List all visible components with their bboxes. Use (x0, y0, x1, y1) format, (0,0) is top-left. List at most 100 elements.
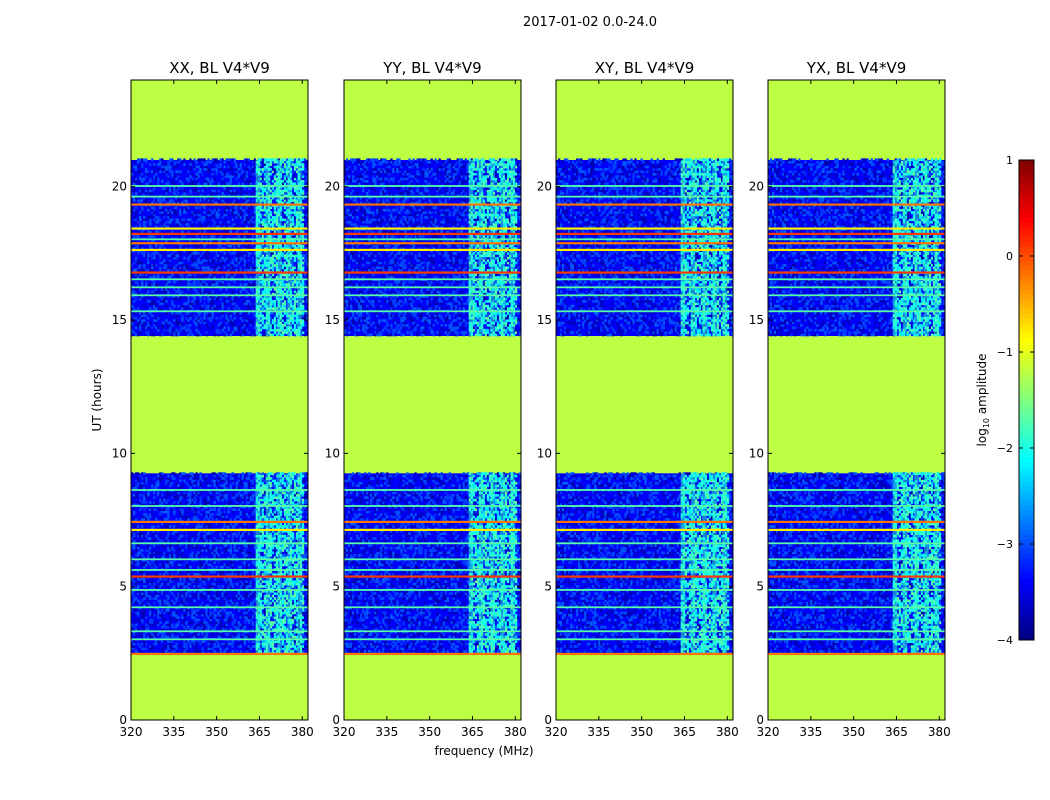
noise-cell (269, 549, 273, 552)
noise-cell (233, 553, 236, 557)
noise-cell (159, 580, 162, 583)
noise-cell (291, 525, 295, 528)
noise-cell (281, 307, 285, 310)
noise-cell (229, 477, 232, 480)
noise-cell (281, 324, 285, 327)
noise-cell (295, 295, 299, 298)
noise-cell (231, 532, 234, 535)
noise-cell (189, 491, 192, 495)
noise-cell (131, 333, 134, 337)
noise-cell (159, 599, 162, 603)
noise-cell (153, 273, 156, 277)
noise-cell (139, 621, 142, 624)
noise-cell (157, 621, 160, 624)
noise-cell (167, 529, 170, 533)
noise-cell (133, 609, 136, 612)
noise-cell (169, 604, 172, 607)
noise-cell (223, 539, 226, 543)
noise-cell (149, 635, 152, 639)
noise-cell (207, 529, 210, 533)
noise-cell (135, 556, 138, 559)
noise-cell (187, 539, 190, 543)
noise-cell (203, 577, 206, 581)
noise-cell (304, 599, 307, 603)
noise-cell (263, 621, 267, 624)
noise-cell (169, 601, 172, 605)
noise-cell (273, 549, 277, 552)
noise-cell (285, 618, 289, 622)
noise-cell (293, 297, 297, 301)
noise-cell (145, 647, 148, 651)
noise-cell (147, 496, 150, 499)
noise-cell (145, 517, 148, 521)
noise-cell (163, 565, 166, 569)
noise-cell (213, 508, 216, 511)
noise-cell (235, 623, 238, 627)
noise-cell (302, 537, 305, 540)
noise-cell (295, 331, 299, 334)
noise-cell (173, 549, 176, 552)
noise-cell (131, 321, 134, 325)
noise-cell (161, 300, 164, 303)
noise-cell (259, 645, 263, 648)
noise-cell (237, 589, 240, 593)
noise-cell (209, 297, 212, 301)
noise-cell (141, 549, 144, 552)
noise-cell (179, 594, 182, 598)
noise-cell (221, 642, 224, 646)
noise-cell (245, 649, 248, 653)
noise-cell (199, 582, 202, 586)
noise-cell (259, 582, 263, 586)
noise-cell (197, 312, 200, 315)
noise-cell (245, 582, 248, 586)
noise-cell (261, 324, 265, 327)
noise-cell (163, 592, 166, 595)
noise-cell (293, 280, 297, 284)
noise-cell (131, 295, 134, 298)
noise-cell (217, 597, 220, 600)
noise-cell (223, 623, 226, 627)
noise-cell (215, 515, 218, 519)
noise-cell (247, 283, 251, 286)
noise-cell (205, 577, 208, 581)
noise-cell (185, 522, 188, 526)
noise-cell (237, 609, 240, 612)
noise-cell (231, 537, 234, 540)
noise-cell (245, 570, 248, 574)
noise-cell (203, 266, 206, 270)
noise-cell (261, 580, 265, 583)
noise-cell (203, 537, 206, 540)
noise-cell (306, 517, 309, 521)
noise-cell (227, 522, 230, 526)
noise-cell (263, 302, 267, 306)
noise-cell (304, 479, 307, 483)
noise-cell (269, 553, 273, 557)
noise-cell (211, 517, 214, 521)
noise-cell (302, 515, 305, 519)
noise-cell (167, 266, 170, 270)
noise-cell (207, 297, 210, 301)
noise-cell (306, 537, 309, 540)
noise-cell (211, 268, 214, 272)
noise-cell (197, 553, 200, 557)
noise-cell (199, 268, 202, 272)
noise-cell (275, 501, 279, 504)
noise-cell (215, 307, 218, 310)
noise-cell (221, 496, 224, 499)
noise-cell (211, 302, 214, 306)
noise-cell (306, 565, 309, 569)
noise-cell (243, 544, 246, 547)
noise-cell (235, 312, 238, 315)
noise-cell (271, 472, 275, 475)
noise-cell (283, 589, 287, 593)
noise-cell (263, 321, 267, 325)
noise-cell (163, 517, 166, 521)
noise-cell (141, 534, 144, 538)
noise-cell (161, 613, 164, 617)
noise-cell (283, 573, 287, 576)
noise-cell (173, 331, 176, 334)
noise-cell (285, 283, 289, 286)
noise-cell (163, 645, 166, 648)
noise-cell (145, 561, 148, 564)
noise-cell (285, 529, 289, 533)
